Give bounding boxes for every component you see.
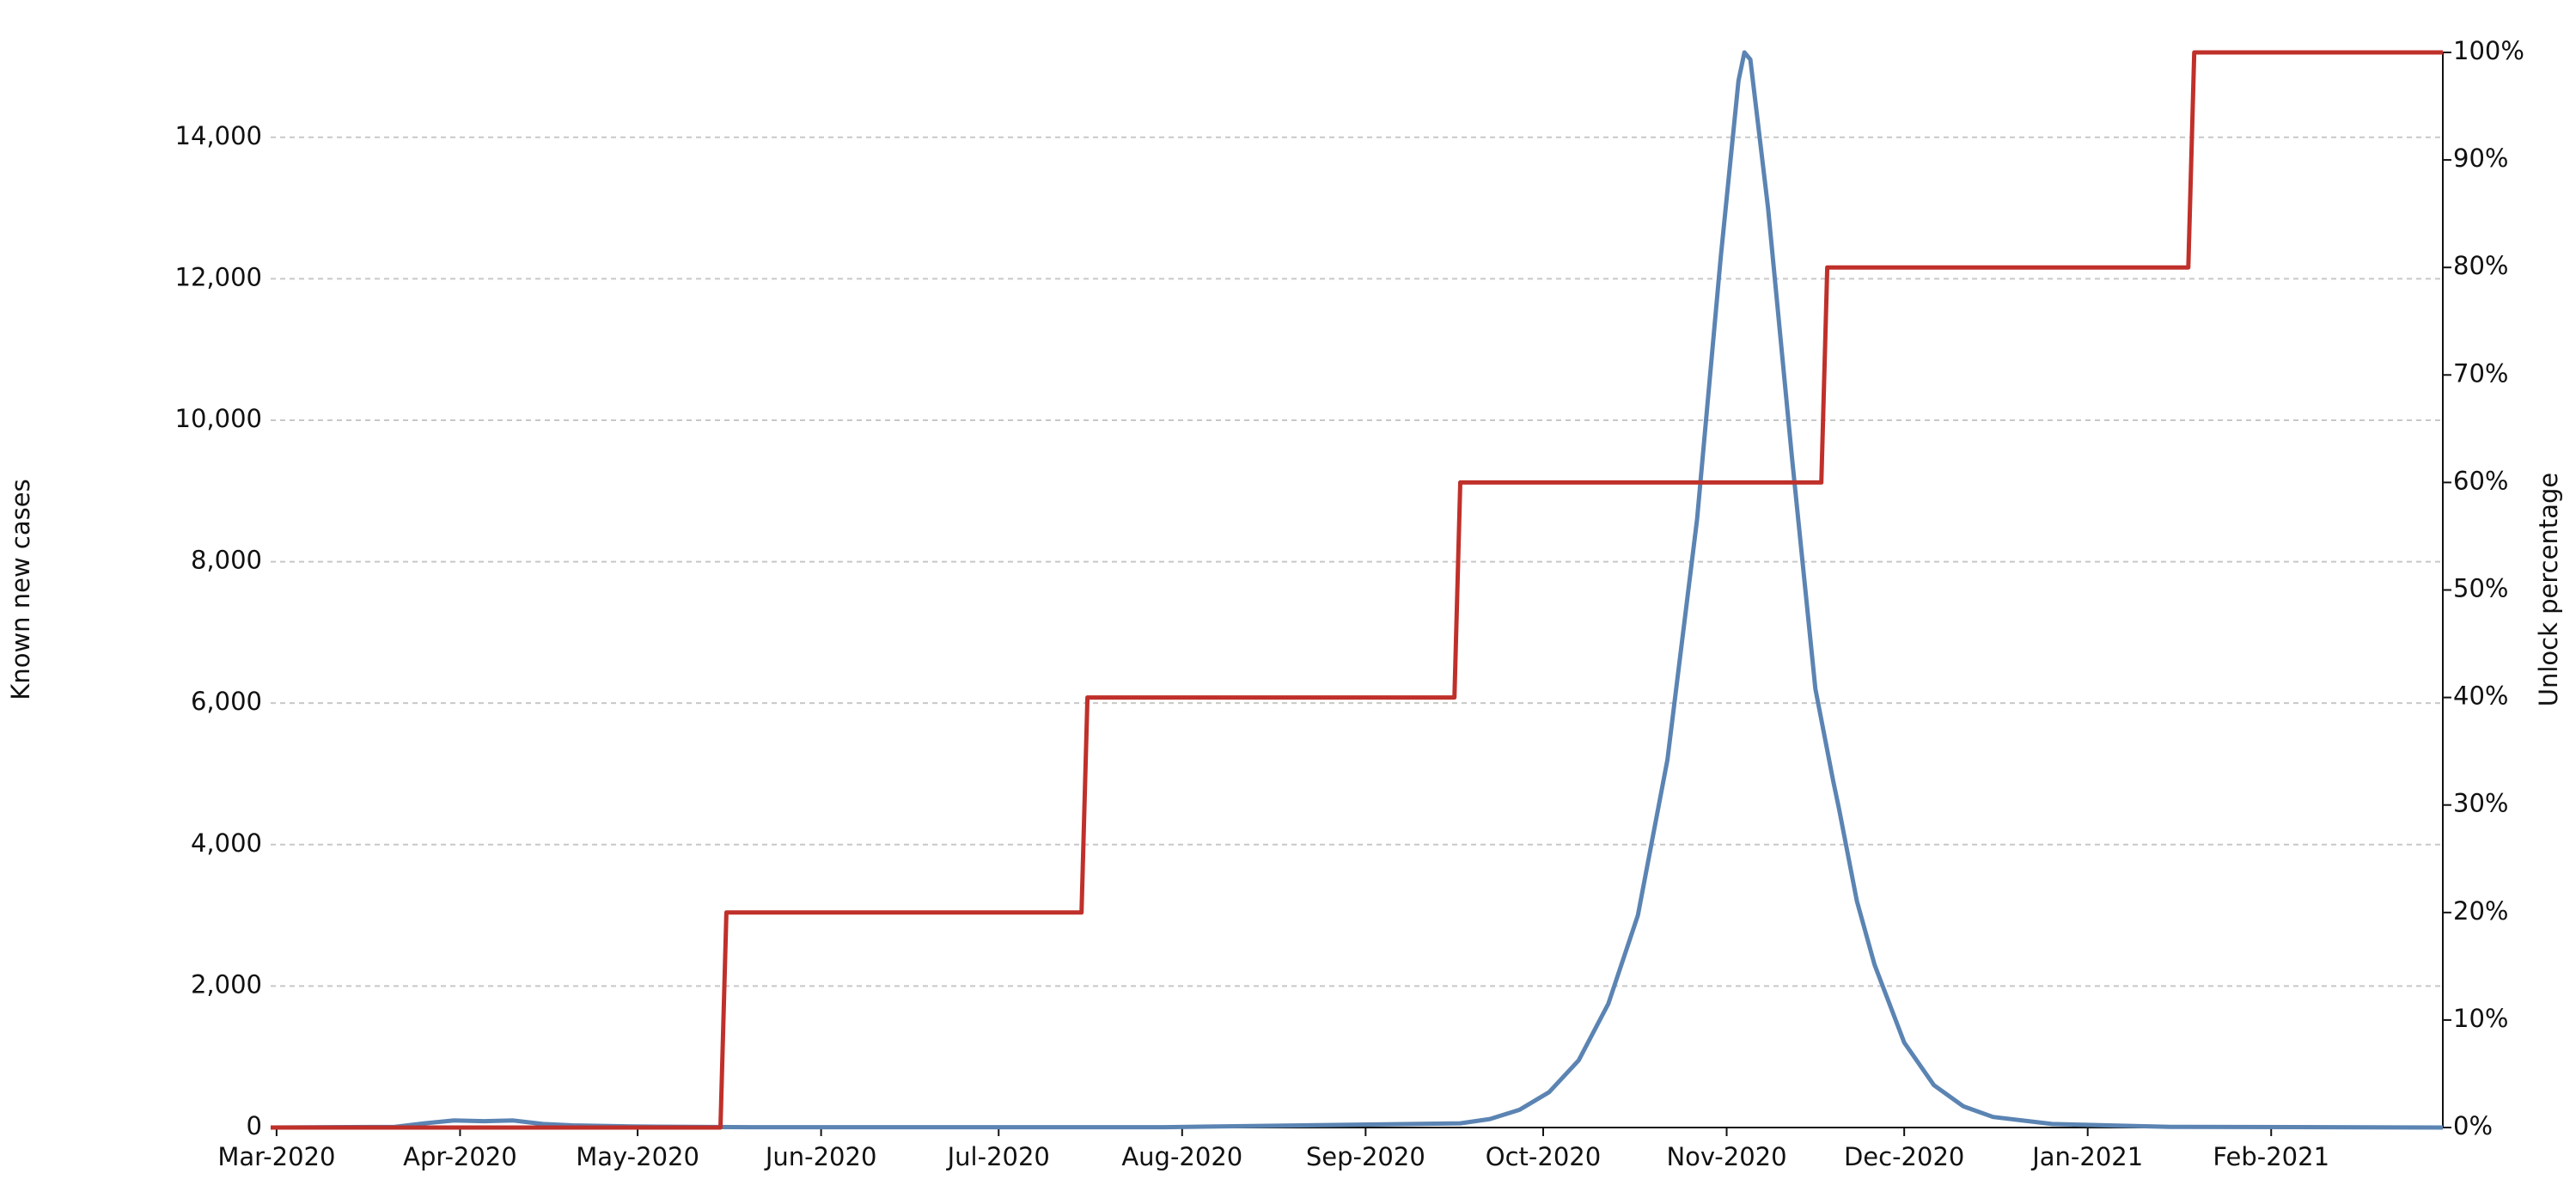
x-tick-label: Jul-2020 — [946, 1142, 1050, 1171]
x-tick-label: Sep-2020 — [1306, 1142, 1425, 1171]
y-tick-label: 14,000 — [175, 121, 262, 150]
y2-tick-label: 30% — [2453, 789, 2508, 818]
x-tick-label: Jan-2021 — [2030, 1142, 2143, 1171]
y2-tick-label: 100% — [2453, 36, 2524, 65]
y2-tick-label: 40% — [2453, 682, 2508, 711]
series-line — [271, 50, 2443, 1130]
y2-tick-label: 10% — [2453, 1004, 2508, 1033]
y-axis-title: Known new cases — [6, 479, 35, 700]
y2-tick-label: 80% — [2453, 251, 2508, 280]
y2-tick-label: 70% — [2453, 358, 2508, 388]
x-tick-label: May-2020 — [576, 1142, 699, 1171]
y-tick-label: 12,000 — [175, 262, 262, 291]
x-tick-label: Dec-2020 — [1844, 1142, 1964, 1171]
x-tick-label: Apr-2020 — [403, 1142, 517, 1171]
y2-axis-title: Unlock percentage — [2534, 473, 2563, 706]
x-tick-label: Oct-2020 — [1486, 1142, 1601, 1171]
y-tick-label: 2,000 — [191, 969, 262, 999]
x-tick-label: Feb-2021 — [2213, 1142, 2329, 1171]
y2-tick-label: 60% — [2453, 466, 2508, 495]
x-tick-label: Nov-2020 — [1666, 1142, 1786, 1171]
y-tick-label: 6,000 — [191, 687, 262, 716]
y-tick-label: 8,000 — [191, 546, 262, 575]
y2-tick-label: 50% — [2453, 574, 2508, 603]
y-tick-label: 0 — [247, 1111, 262, 1140]
x-tick-label: Jun-2020 — [764, 1142, 877, 1171]
x-tick-label: Mar-2020 — [217, 1142, 335, 1171]
series-line — [270, 50, 2444, 1130]
y2-tick-label: 0% — [2453, 1111, 2493, 1140]
y-tick-label: 10,000 — [175, 404, 262, 433]
y-tick-label: 4,000 — [191, 828, 262, 858]
x-tick-label: Aug-2020 — [1121, 1142, 1242, 1171]
y2-tick-label: 90% — [2453, 144, 2508, 173]
y2-tick-label: 20% — [2453, 896, 2508, 926]
